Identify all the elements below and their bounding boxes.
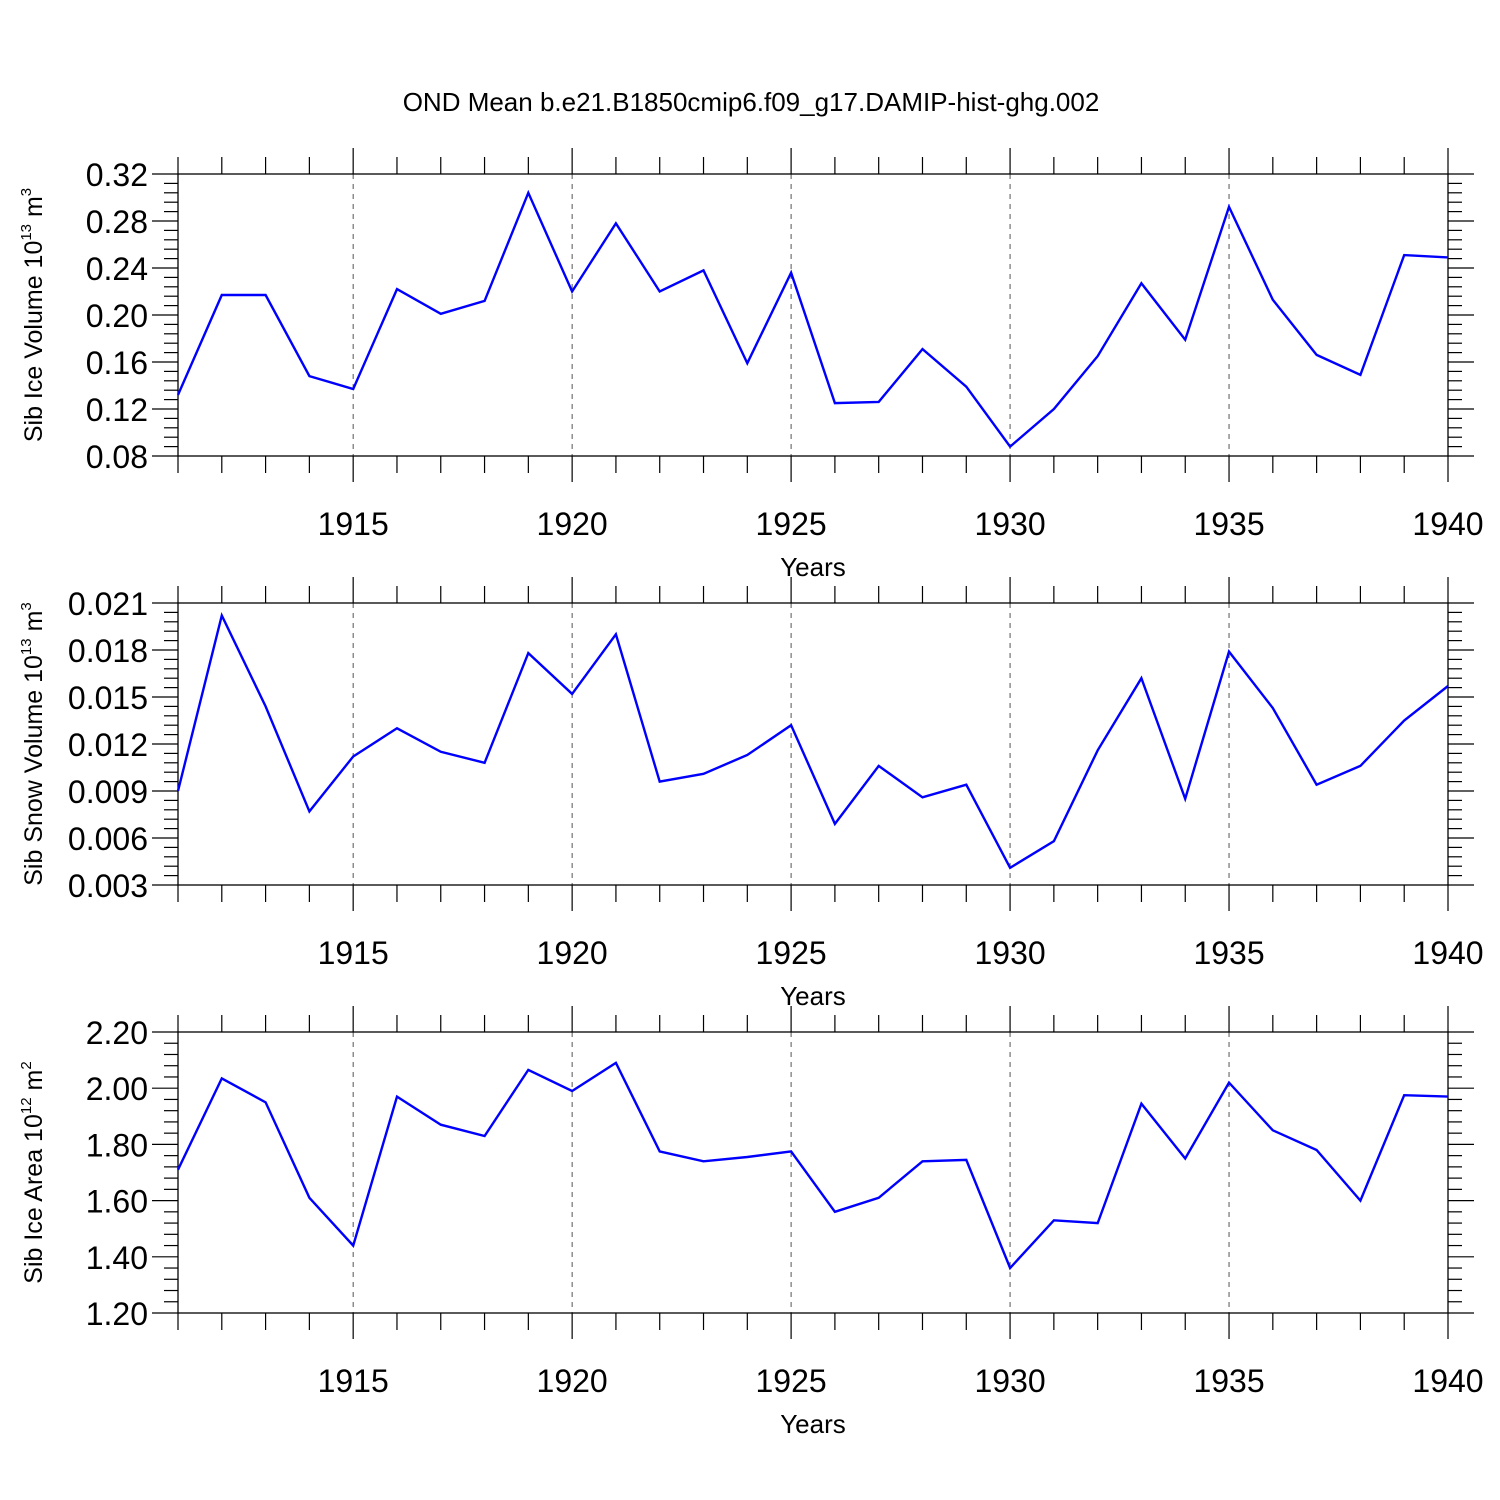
y-label-unit-exponent: 3 (18, 602, 35, 610)
y-label-exponent: 12 (18, 1097, 35, 1114)
x-tick-label: 1940 (1412, 506, 1483, 542)
y-tick-label: 0.015 (68, 680, 148, 716)
plot-frame (177, 602, 1449, 886)
series-line-sib-ice-area (176, 1061, 1449, 1271)
chart-title: OND Mean b.e21.B1850cmip6.f09_g17.DAMIP-… (403, 87, 1100, 117)
y-label-text: Sib Ice Area 10 (20, 1114, 48, 1284)
y-label-text: Sib Snow Volume 10 (20, 655, 48, 886)
y-tick-label: 1.80 (86, 1127, 148, 1163)
x-tick-label: 1935 (1193, 935, 1264, 971)
x-tick-label: 1920 (537, 1363, 608, 1399)
y-tick-label: 2.00 (86, 1071, 148, 1107)
panel-2: 1915 1920 1925 1930 1935 1940 0.003 0.006 0.009 0… (18, 577, 1484, 1011)
y-tick-label: 0.16 (86, 345, 148, 381)
x-tick-label: 1925 (756, 506, 827, 542)
y-tick-label: 0.24 (86, 251, 148, 287)
y-label-exponent: 13 (18, 224, 35, 241)
series-line-sib-snow-volume (176, 611, 1449, 870)
y-tick-label: 2.20 (86, 1015, 148, 1051)
x-axis-label: Years (780, 552, 846, 582)
x-tick-label: 1935 (1193, 506, 1264, 542)
x-axis-label: Years (780, 1409, 846, 1439)
x-tick-label: 1920 (537, 506, 608, 542)
y-label-unit-exponent: 2 (18, 1061, 35, 1069)
x-tick-label: 1920 (537, 935, 608, 971)
plot-frame (177, 1031, 1449, 1314)
y-tick-label: 0.018 (68, 633, 148, 669)
y-label-unit: m (20, 1070, 48, 1098)
x-tick-label: 1935 (1193, 1363, 1264, 1399)
y-tick-label: 0.009 (68, 774, 148, 810)
x-tick-label: 1930 (974, 1363, 1045, 1399)
y-label-unit: m (20, 611, 48, 639)
y-tick-label: 0.021 (68, 586, 148, 622)
y-tick-label: 0.12 (86, 392, 148, 428)
y-label-unit: m (20, 196, 48, 224)
x-tick-label: 1940 (1412, 1363, 1483, 1399)
y-tick-label: 0.012 (68, 727, 148, 763)
x-tick-label: 1915 (318, 935, 389, 971)
x-tick-label: 1930 (974, 506, 1045, 542)
y-tick-label: 0.32 (86, 157, 148, 193)
x-axis-label: Years (780, 981, 846, 1011)
x-tick-label: 1915 (318, 506, 389, 542)
y-tick-label: 1.60 (86, 1184, 148, 1220)
y-label-text: Sib Ice Volume 10 (20, 241, 48, 443)
y-axis-label: Sib Ice Area 1012 m2 (18, 1061, 48, 1283)
y-tick-label: 0.20 (86, 298, 148, 334)
y-tick-label: 0.08 (86, 439, 148, 475)
y-tick-label: 1.40 (86, 1240, 148, 1276)
x-tick-label: 1915 (318, 1363, 389, 1399)
series-line-sib-ice-volume (176, 189, 1449, 449)
y-tick-label: 0.003 (68, 868, 148, 904)
y-label-exponent: 13 (18, 638, 35, 655)
y-tick-label: 1.20 (86, 1296, 148, 1332)
y-tick-label: 0.006 (68, 821, 148, 857)
y-tick-label: 0.28 (86, 204, 148, 240)
x-tick-label: 1925 (756, 1363, 827, 1399)
panel-1: 1915 1920 1925 1930 1935 1940 0.08 0.12 0.16 0.20… (18, 148, 1484, 582)
x-tick-label: 1925 (756, 935, 827, 971)
x-tick-label: 1930 (974, 935, 1045, 971)
y-label-unit-exponent: 3 (18, 188, 35, 196)
panel-3: 1915 1920 1925 1930 1935 1940 1.20 1.40 1.60 1.80… (18, 1006, 1484, 1439)
plot-frame (177, 173, 1449, 457)
x-tick-label: 1940 (1412, 935, 1483, 971)
y-axis-label: Sib Ice Volume 1013 m3 (18, 188, 48, 442)
y-axis-label: Sib Snow Volume 1013 m3 (18, 602, 48, 886)
